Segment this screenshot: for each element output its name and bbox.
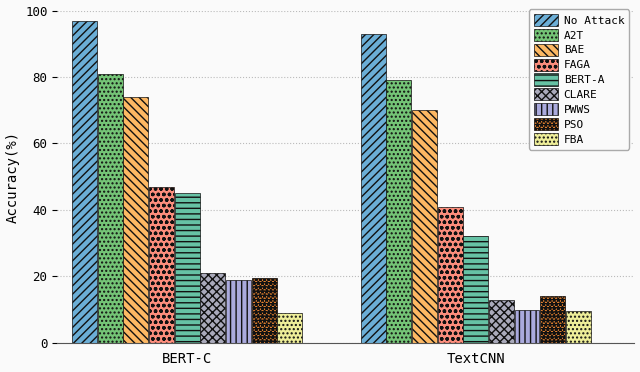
- Bar: [438, 206, 463, 343]
- Bar: [149, 187, 174, 343]
- Bar: [463, 237, 488, 343]
- Bar: [72, 20, 97, 343]
- Bar: [200, 273, 225, 343]
- Bar: [98, 74, 123, 343]
- Legend: No Attack, A2T, BAE, FAGA, BERT-A, CLARE, PWWS, PSO, FBA: No Attack, A2T, BAE, FAGA, BERT-A, CLARE…: [529, 9, 629, 150]
- Bar: [412, 110, 437, 343]
- Bar: [566, 311, 591, 343]
- Y-axis label: Accuracy(%): Accuracy(%): [6, 131, 20, 223]
- Bar: [387, 80, 412, 343]
- Bar: [540, 296, 565, 343]
- Bar: [361, 34, 385, 343]
- Bar: [515, 310, 540, 343]
- Bar: [226, 280, 251, 343]
- Bar: [489, 299, 514, 343]
- Bar: [175, 193, 200, 343]
- Bar: [252, 278, 276, 343]
- Bar: [124, 97, 148, 343]
- Bar: [277, 313, 302, 343]
